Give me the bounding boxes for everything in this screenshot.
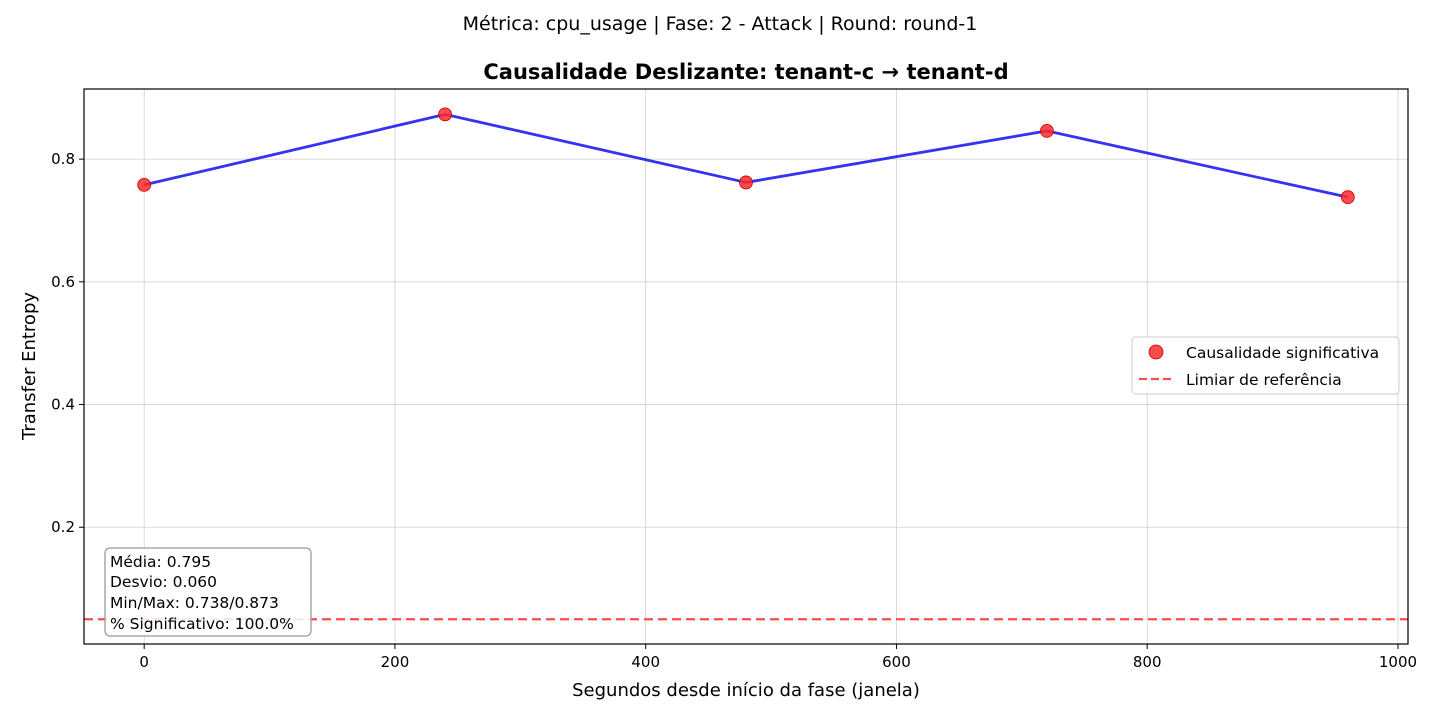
stats-std: Desvio: 0.060 [110,573,217,591]
data-point [1340,190,1355,205]
y-tick-label: 0.4 [51,396,75,414]
data-point [1040,124,1054,138]
data-point [438,107,452,122]
legend-marker-icon [1148,344,1164,360]
legend-label-threshold: Limiar de referência [1186,371,1342,389]
x-tick-label: 600 [882,653,911,671]
x-tick-label: 800 [1133,653,1162,671]
y-axis-label: Transfer Entropy [19,292,40,441]
chart-suptitle: Métrica: cpu_usage | Fase: 2 - Attack | … [463,13,978,35]
x-tick-label: 400 [631,653,660,671]
x-axis-label: Segundos desde início da fase (janela) [572,680,920,701]
stats-significant: % Significativo: 100.0% [110,615,294,633]
y-tick-label: 0.6 [51,273,75,291]
chart-title: Causalidade Deslizante: tenant-c → tenan… [483,60,1008,84]
stats-box-frame [104,547,312,637]
y-tick-label: 0.8 [51,150,75,168]
stats-box: Média: 0.795 Desvio: 0.060 Min/Max: 0.73… [104,547,312,637]
legend-box [1131,336,1400,395]
stats-mean: Média: 0.795 [110,553,211,571]
x-tick-label: 1000 [1379,653,1417,671]
plot-frame [83,88,1409,645]
y-axis: 0.2 0.4 0.6 0.8 [51,150,84,536]
data-point [137,177,152,192]
y-tick-label: 0.2 [51,518,75,536]
legend-label-significant: Causalidade significativa [1186,344,1379,362]
x-tick-label: 200 [381,653,410,671]
stats-minmax: Min/Max: 0.738/0.873 [110,594,279,612]
x-axis: 0 200 400 600 800 1000 [139,644,1417,671]
legend: Causalidade significativa Limiar de refe… [1131,336,1400,395]
series-group [137,107,1355,205]
data-point [739,175,753,190]
x-tick-label: 0 [139,653,149,671]
